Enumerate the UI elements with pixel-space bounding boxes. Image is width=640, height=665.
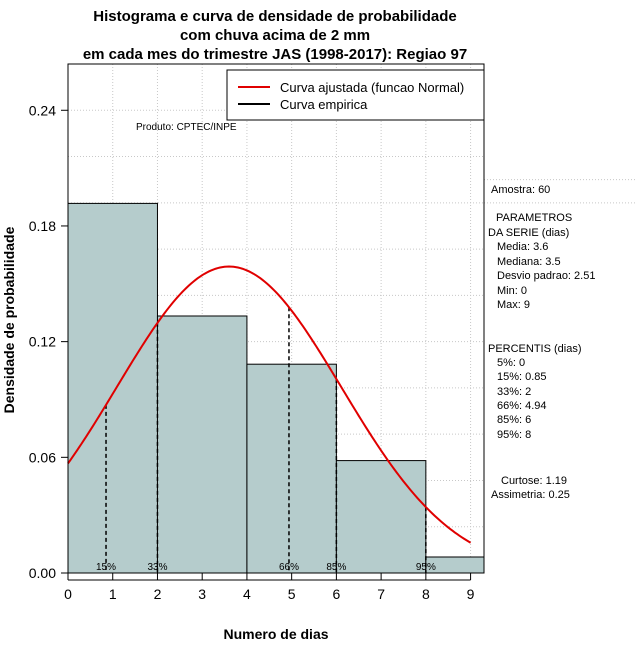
- percentile-label-3: 85%: [326, 562, 346, 573]
- percentile-5: 5%: 0: [497, 357, 525, 369]
- chart-title-line-1: Histograma e curva de densidade de proba…: [93, 8, 456, 25]
- chart-title-line-2: com chuva acima de 2 mm: [180, 27, 370, 44]
- histogram-bar-3: [335, 460, 427, 574]
- x-tick-label-6: 6: [332, 586, 340, 602]
- product-annotation: Produto: CPTEC/INPE: [136, 122, 237, 133]
- x-tick-label-2: 2: [154, 586, 162, 602]
- stat-kurtosis: Curtose: 1.19: [501, 475, 567, 487]
- stat-mean: Media: 3.6: [497, 241, 548, 253]
- histogram-bars: [67, 202, 485, 574]
- percentile-95: 95%: 8: [497, 429, 531, 441]
- percentile-label-4: 95%: [416, 562, 436, 573]
- stat-median: Mediana: 3.5: [497, 256, 561, 268]
- percentile-15: 15%: 0.85: [497, 371, 547, 383]
- params-title-1: PARAMETROS: [496, 212, 572, 224]
- params-title-2: DA SERIE (dias): [488, 227, 569, 239]
- legend: Curva ajustada (funcao Normal) Curva emp…: [226, 69, 485, 121]
- y-tick-label-1: 0.06: [29, 449, 56, 465]
- y-tick-label-4: 0.24: [29, 102, 56, 118]
- histogram-bar-1: [156, 315, 248, 574]
- legend-label-empirical: Curva empirica: [280, 97, 368, 112]
- x-tick-label-8: 8: [422, 586, 430, 602]
- percentile-label-0: 15%: [96, 562, 116, 573]
- y-tick-label-3: 0.18: [29, 218, 56, 234]
- axes: 0 1 2 3 4 5 6 7 8 9 0.00 0.06 0.12 0.18 0.24: [29, 102, 475, 602]
- y-tick-label-0: 0.00: [29, 565, 56, 581]
- stat-min: Min: 0: [497, 285, 527, 297]
- percentile-85: 85%: 6: [497, 414, 531, 426]
- x-tick-label-4: 4: [243, 586, 251, 602]
- x-axis-title: Numero de dias: [223, 626, 328, 642]
- x-tick-label-3: 3: [198, 586, 206, 602]
- density-curve-layer: [67, 265, 472, 544]
- statistics-panel: Amostra: 60 PARAMETROS DA SERIE (dias) M…: [488, 184, 595, 501]
- stat-std-dev: Desvio padrao: 2.51: [497, 270, 595, 282]
- y-tick-label-2: 0.12: [29, 334, 56, 350]
- x-tick-label-1: 1: [109, 586, 117, 602]
- x-tick-label-9: 9: [467, 586, 475, 602]
- x-tick-label-0: 0: [64, 586, 72, 602]
- percentiles-title: PERCENTIS (dias): [488, 343, 582, 355]
- plot-border: [67, 63, 485, 574]
- x-tick-label-5: 5: [288, 586, 296, 602]
- percentile-66: 66%: 4.94: [497, 400, 547, 412]
- stat-skewness: Assimetria: 0.25: [491, 489, 570, 501]
- stat-max: Max: 9: [497, 299, 530, 311]
- chart-title-line-3: em cada mes do trimestre JAS (1998-2017)…: [83, 46, 467, 63]
- histogram-bar-2: [246, 363, 337, 574]
- sample-size: Amostra: 60: [491, 184, 550, 196]
- percentile-lines: 15% 33% 66% 85% 95%: [96, 307, 436, 573]
- legend-label-normal: Curva ajustada (funcao Normal): [280, 80, 464, 95]
- normal-density-curve: [67, 265, 472, 544]
- x-tick-label-7: 7: [377, 586, 385, 602]
- percentile-label-1: 33%: [147, 562, 167, 573]
- legend-box: [226, 69, 485, 121]
- percentile-label-2: 66%: [279, 562, 299, 573]
- y-axis-title: Densidade de probabilidade: [1, 226, 17, 413]
- histogram-bar-0: [67, 202, 158, 574]
- percentile-33: 33%: 2: [497, 386, 531, 398]
